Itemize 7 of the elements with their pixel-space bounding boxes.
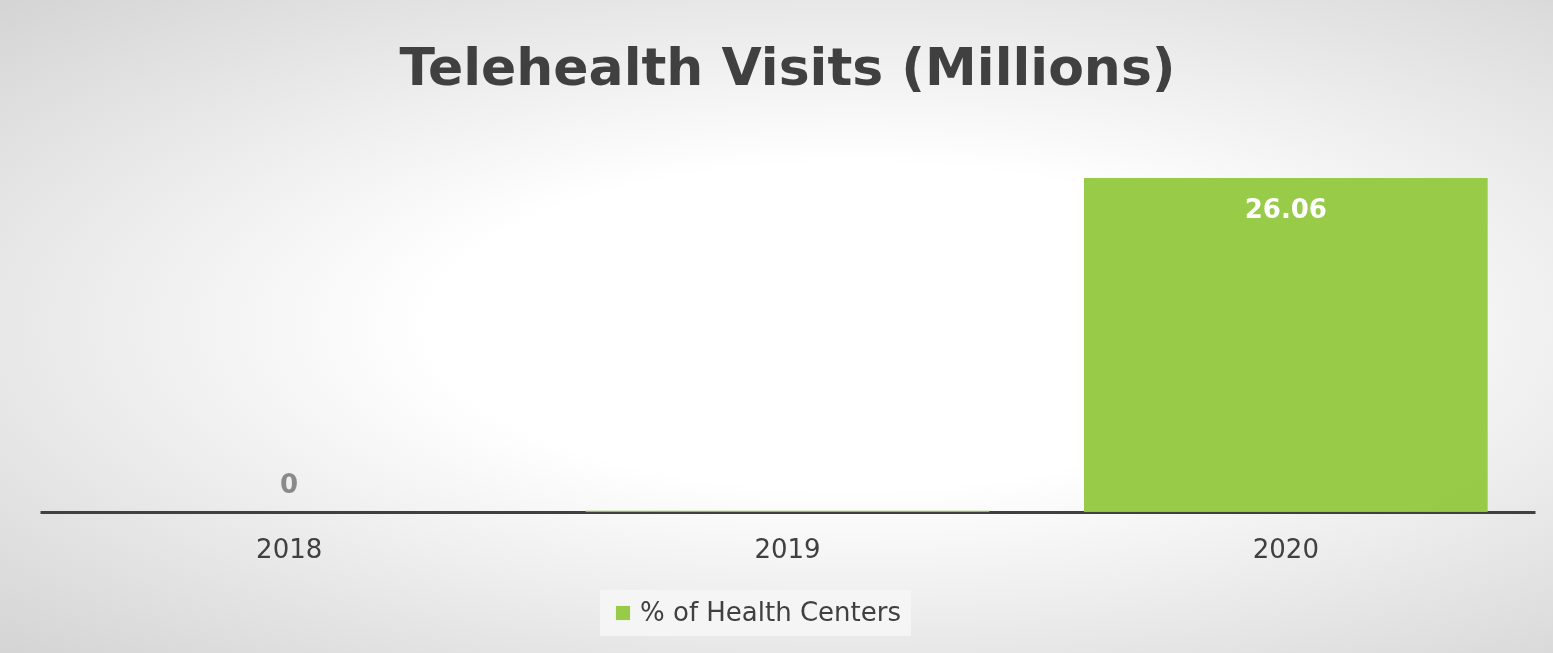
- legend-label: % of Health Centers: [640, 597, 901, 627]
- x-tick-label: 2020: [1252, 533, 1319, 564]
- chart-title: Telehealth Visits (Millions): [399, 37, 1176, 97]
- x-tick-label: 2018: [256, 533, 323, 564]
- x-tick-label: 2019: [754, 533, 821, 564]
- text: 26.06: [1244, 194, 1327, 224]
- text: 0: [280, 469, 299, 499]
